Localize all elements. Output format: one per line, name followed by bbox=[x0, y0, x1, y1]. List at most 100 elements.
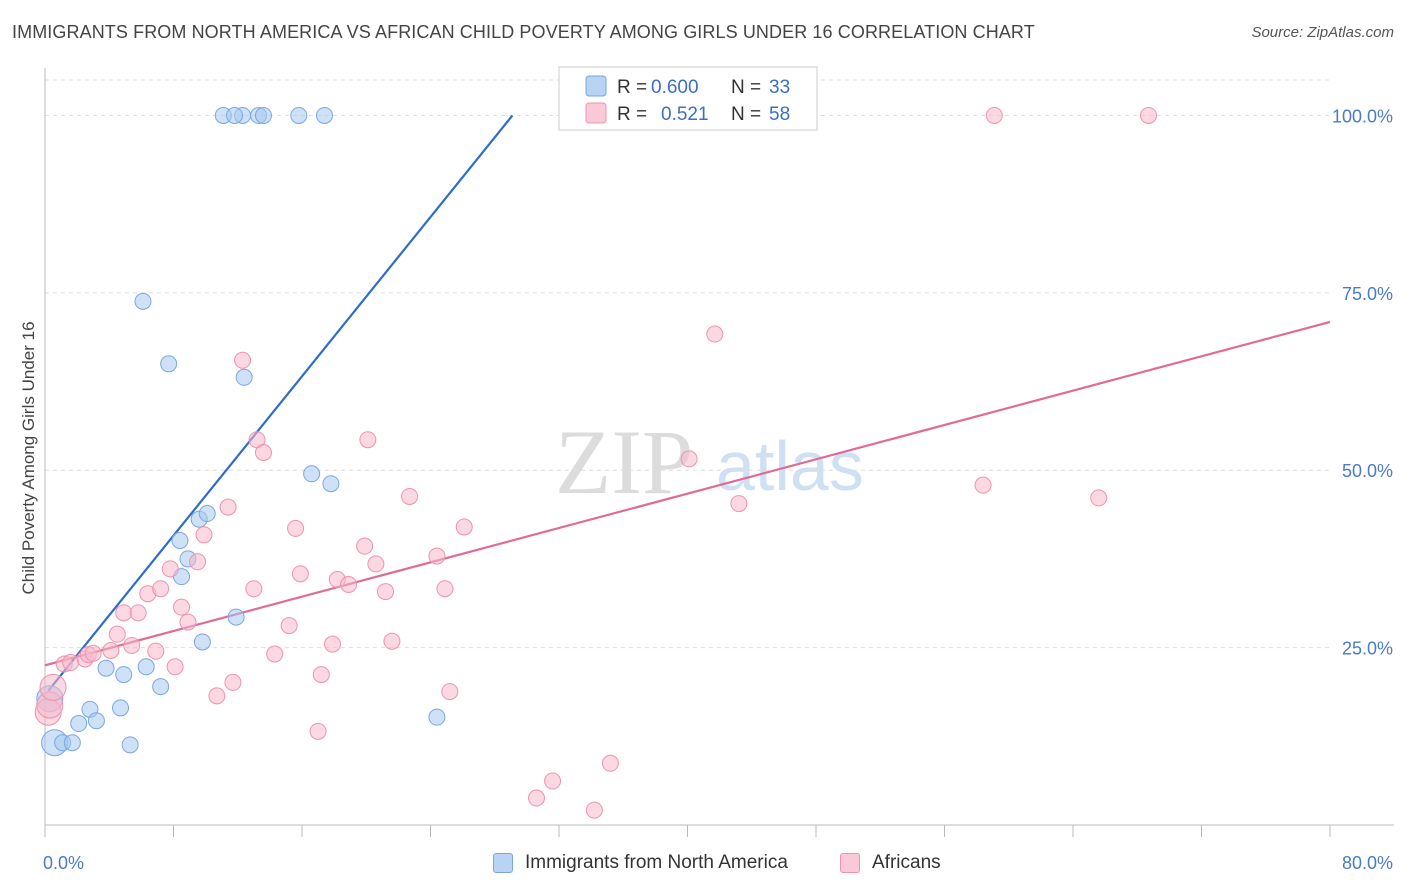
point-africans-32 bbox=[291, 565, 309, 583]
point-north-america-6 bbox=[87, 712, 105, 730]
point-africans-35 bbox=[324, 635, 342, 653]
legend-n-value-1: 33 bbox=[769, 77, 790, 98]
x-tick-labels: 0.0% 80.0% bbox=[43, 853, 1393, 873]
point-africans-29 bbox=[266, 645, 284, 663]
point-north-america-29 bbox=[254, 106, 272, 124]
x-tick-label-1: 80.0% bbox=[1342, 853, 1393, 873]
point-africans-42 bbox=[383, 632, 401, 650]
legend-swatch-blue bbox=[585, 75, 607, 97]
point-africans-14 bbox=[147, 642, 165, 660]
point-africans-39 bbox=[359, 431, 377, 449]
stats-legend: R = 0.600 N = 33 R = 0.521 N = 58 bbox=[558, 66, 818, 131]
point-africans-8 bbox=[102, 641, 120, 659]
point-north-america-3 bbox=[63, 734, 81, 752]
source-credit: Source: ZipAtlas.com bbox=[1251, 24, 1394, 41]
point-africans-21 bbox=[195, 526, 213, 544]
point-africans-56 bbox=[1090, 489, 1108, 507]
point-africans-26 bbox=[245, 580, 263, 598]
y-tick-labels: 25.0% 50.0% 75.0% 100.0% bbox=[1332, 106, 1393, 658]
legend-r-value-2: 0.521 bbox=[661, 104, 709, 125]
point-africans-48 bbox=[528, 789, 546, 807]
point-north-america-16 bbox=[171, 531, 189, 549]
trend-lines bbox=[44, 114, 1331, 692]
point-africans-9 bbox=[108, 625, 126, 643]
point-africans-54 bbox=[730, 495, 748, 513]
y-tick-label-1: 50.0% bbox=[1342, 461, 1393, 481]
point-africans-33 bbox=[309, 722, 327, 740]
point-africans-15 bbox=[152, 580, 170, 598]
point-africans-34 bbox=[312, 666, 330, 684]
point-north-america-14 bbox=[160, 355, 178, 373]
point-africans-44 bbox=[428, 547, 446, 565]
y-tick-label-3: 100.0% bbox=[1332, 106, 1393, 126]
point-africans-40 bbox=[367, 555, 385, 573]
point-africans-2 bbox=[39, 673, 67, 701]
point-africans-22 bbox=[208, 687, 226, 705]
point-africans-25 bbox=[234, 351, 252, 369]
point-north-america-20 bbox=[198, 505, 216, 523]
legend-swatch-pink bbox=[585, 102, 607, 124]
point-north-america-21 bbox=[227, 608, 245, 626]
point-north-america-8 bbox=[111, 699, 129, 717]
point-north-america-31 bbox=[315, 106, 333, 124]
data-points bbox=[34, 106, 1157, 819]
point-north-america-13 bbox=[152, 678, 170, 696]
legend-swatch-africans bbox=[840, 853, 860, 873]
point-africans-46 bbox=[441, 683, 459, 701]
point-africans-24 bbox=[224, 673, 242, 691]
legend-label-north-america: Immigrants from North America bbox=[525, 852, 788, 873]
trend-line-africans bbox=[44, 320, 1331, 667]
legend-n-label-1: N = bbox=[731, 77, 761, 98]
point-africans-18 bbox=[173, 598, 191, 616]
point-north-america-19 bbox=[193, 633, 211, 651]
point-africans-47 bbox=[455, 518, 473, 536]
legend-item-north-america: Immigrants from North America bbox=[493, 852, 788, 874]
x-tick-label-0: 0.0% bbox=[43, 853, 84, 873]
watermark-zip: ZIP bbox=[555, 411, 693, 513]
point-africans-50 bbox=[585, 801, 603, 819]
legend-n-label-2: N = bbox=[731, 104, 761, 125]
point-africans-43 bbox=[401, 487, 419, 505]
point-north-america-27 bbox=[226, 106, 244, 124]
point-north-america-22 bbox=[235, 368, 253, 386]
point-africans-57 bbox=[985, 106, 1003, 124]
point-north-america-11 bbox=[134, 292, 152, 310]
point-north-america-10 bbox=[121, 736, 139, 754]
point-africans-20 bbox=[189, 553, 207, 571]
point-africans-58 bbox=[1139, 106, 1157, 124]
point-africans-51 bbox=[601, 754, 619, 772]
point-north-america-23 bbox=[303, 465, 321, 483]
series-legend: Immigrants from North America Africans bbox=[0, 852, 1406, 878]
chart-title: IMMIGRANTS FROM NORTH AMERICA VS AFRICAN… bbox=[12, 22, 1035, 42]
point-north-america-30 bbox=[290, 106, 308, 124]
point-africans-53 bbox=[706, 325, 724, 343]
point-africans-30 bbox=[280, 617, 298, 635]
legend-swatch-north-america bbox=[493, 853, 513, 873]
y-tick-label-0: 25.0% bbox=[1342, 639, 1393, 659]
y-axis-label: Child Poverty Among Girls Under 16 bbox=[19, 321, 38, 594]
point-africans-7 bbox=[84, 644, 102, 662]
watermark: ZIP atlas bbox=[555, 411, 864, 513]
point-africans-52 bbox=[680, 450, 698, 468]
point-north-america-7 bbox=[97, 659, 115, 677]
legend-n-value-2: 58 bbox=[769, 104, 790, 125]
legend-item-africans: Africans bbox=[840, 852, 941, 874]
point-north-america-32 bbox=[428, 708, 446, 726]
point-africans-37 bbox=[340, 575, 358, 593]
point-africans-38 bbox=[356, 537, 374, 555]
point-africans-16 bbox=[161, 560, 179, 578]
point-north-america-4 bbox=[70, 715, 88, 733]
point-africans-4 bbox=[62, 654, 80, 672]
point-africans-41 bbox=[377, 583, 395, 601]
point-north-america-12 bbox=[137, 658, 155, 676]
legend-r-label-2: R = bbox=[617, 104, 647, 125]
point-africans-49 bbox=[544, 772, 562, 790]
legend-r-value-1: 0.600 bbox=[651, 77, 699, 98]
point-north-america-9 bbox=[115, 666, 133, 684]
point-africans-31 bbox=[287, 519, 305, 537]
trend-line-north-america bbox=[47, 114, 514, 692]
point-africans-12 bbox=[129, 604, 147, 622]
point-north-america-24 bbox=[322, 475, 340, 493]
point-africans-19 bbox=[179, 613, 197, 631]
